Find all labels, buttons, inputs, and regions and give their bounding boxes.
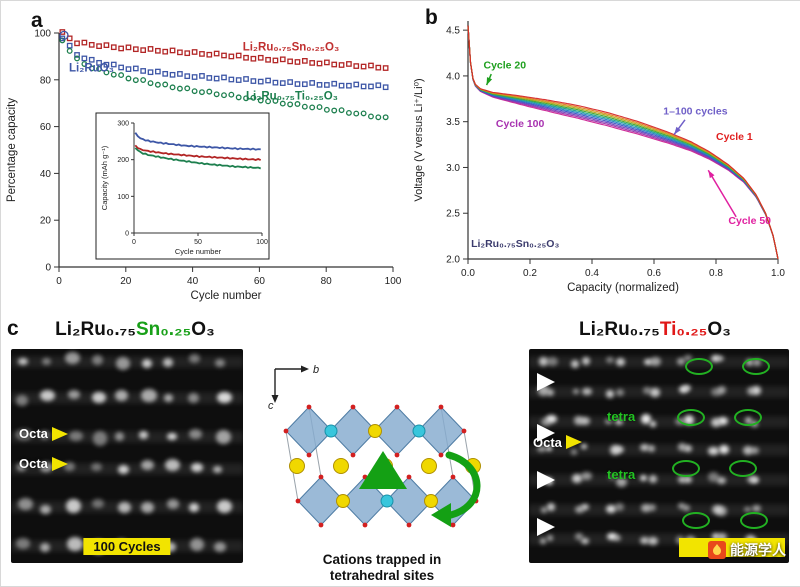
tetrahedron-marker [359,451,407,489]
svg-text:0: 0 [56,276,62,287]
axis-b-label: b [313,364,319,376]
watermark: 能源学人 [708,540,786,560]
svg-text:2.0: 2.0 [446,255,460,266]
crystal-structure-figure: b c [268,364,481,528]
svg-text:Cycle number: Cycle number [175,247,222,256]
svg-text:200: 200 [117,157,129,164]
yellow-arrow-icon [51,456,68,471]
cycles-badge-right [679,538,785,557]
svg-text:0.2: 0.2 [523,268,537,279]
white-arrowhead-icon [536,372,555,391]
svg-text:0.4: 0.4 [585,268,599,279]
octa-label: Octa [19,426,48,442]
chart-capacity-retention: 0 20 40 60 80 100 0 20 40 60 80 100 Cycle number Perc… [6,29,402,303]
tetra-site-ellipse [685,357,713,375]
stem-image-sn: Octa Octa 100 Cycles [11,349,243,563]
svg-text:Cycle number: Cycle number [191,290,262,302]
structure-caption: Cations trapped in tetrahedral sites [253,552,511,583]
left-title-element: Sn₀.₂₅ [135,319,192,340]
svg-text:1.0: 1.0 [771,268,785,279]
panel-b-label: b [425,6,438,29]
svg-text:20: 20 [40,216,52,227]
svg-text:100: 100 [34,29,51,40]
axis-c-label: c [268,400,274,412]
svg-text:0.6: 0.6 [647,268,661,279]
right-title-prefix: Li₂Ru₀.₇₅ [579,319,660,340]
svg-text:50: 50 [194,239,202,246]
panel-c-label: c [7,317,19,340]
svg-text:Li₂Ru₀.₇₅Sn₀.₂₅O₃: Li₂Ru₀.₇₅Sn₀.₂₅O₃ [243,42,340,54]
tetra-site-ellipse [682,511,711,529]
stem-image-ti: Octa tetra tetra 能源学人 [529,349,789,563]
white-arrowhead-icon [536,423,555,442]
svg-text:0: 0 [125,231,129,238]
svg-text:80: 80 [321,276,333,287]
svg-text:300: 300 [117,121,129,128]
watermark-text: 能源学人 [730,542,786,558]
tetra-site-ellipse [677,408,706,426]
caption-line-2: tetrahedral sites [329,567,435,583]
svg-text:60: 60 [254,276,266,287]
tetra-label-2: tetra [607,466,636,482]
svg-text:40: 40 [187,276,199,287]
yellow-arrow-icon [51,426,68,441]
octa-annotation-2: Octa [19,456,68,471]
migration-arrowhead [431,503,451,527]
panel-a-label: a [31,9,43,32]
svg-text:3.5: 3.5 [446,117,460,128]
left-title-suffix: O₃ [191,319,215,340]
svg-text:Percentage capacity: Percentage capacity [6,98,18,202]
yellow-arrow-icon [565,435,582,450]
svg-text:100: 100 [385,276,402,287]
svg-text:Capacity (normalized): Capacity (normalized) [567,282,679,294]
tetra-site-ellipse [742,357,771,375]
svg-text:Cycle 50: Cycle 50 [728,215,771,227]
svg-text:0: 0 [132,239,136,246]
right-title-suffix: O₃ [707,319,731,340]
right-title-element: Ti₀.₂₅ [659,319,708,340]
svg-text:Li₂Ru₀.₇₅Ti₀.₂₅O₃: Li₂Ru₀.₇₅Ti₀.₂₅O₃ [246,91,338,103]
tetra-site-ellipse [734,408,763,426]
svg-text:100: 100 [256,239,268,246]
tetra-site-ellipse [729,460,758,478]
tetra-site-ellipse [672,460,700,478]
stem-right-title: Li₂Ru₀.₇₅Ti₀.₂₅O₃ [521,319,789,341]
svg-text:60: 60 [40,122,52,133]
svg-text:Li₂RuO₃: Li₂RuO₃ [69,63,114,75]
stem-left-title: Li₂Ru₀.₇₅Sn₀.₂₅O₃ [27,319,243,341]
svg-text:4.0: 4.0 [446,71,460,82]
octa-annotation-1: Octa [19,426,68,441]
svg-text:4.5: 4.5 [446,26,460,37]
white-arrowhead-icon [536,518,555,537]
caption-line-1: Cations trapped in [322,552,442,567]
svg-text:Cycle 20: Cycle 20 [484,60,527,72]
svg-text:20: 20 [120,276,132,287]
svg-text:80: 80 [40,75,52,86]
svg-text:1–100 cycles: 1–100 cycles [663,105,727,117]
svg-text:3.0: 3.0 [446,163,460,174]
svg-text:100: 100 [117,194,129,201]
watermark-logo-icon [708,541,726,559]
axis-indicator: b c [268,364,319,412]
svg-text:0.8: 0.8 [709,268,723,279]
svg-text:Cycle 100: Cycle 100 [496,118,545,130]
tetra-site-ellipse [739,511,768,529]
chart-voltage-capacity: 0.0 0.2 0.4 0.6 0.8 1.0 2.0 2.5 3.0 3.5 4.0 4.5 Capa… [413,21,785,294]
svg-text:Voltage (V versus Li⁺/Li⁰): Voltage (V versus Li⁺/Li⁰) [413,78,425,201]
svg-text:40: 40 [40,169,52,180]
tetra-label-1: tetra [607,408,636,424]
svg-text:Li₂Ru₀.₇₅Sn₀.₂₅O₃: Li₂Ru₀.₇₅Sn₀.₂₅O₃ [471,238,559,250]
white-arrowhead-icon [536,470,555,489]
svg-text:Cycle 1: Cycle 1 [716,131,753,143]
cycles-badge: 100 Cycles [83,538,171,555]
svg-text:Capacity (mAh g⁻¹): Capacity (mAh g⁻¹) [100,145,109,210]
left-title-prefix: Li₂Ru₀.₇₅ [55,319,136,340]
octa-label: Octa [19,456,48,471]
svg-text:2.5: 2.5 [446,209,460,220]
svg-text:0: 0 [45,263,51,274]
svg-text:0.0: 0.0 [461,268,475,279]
migration-arrow [445,451,481,519]
